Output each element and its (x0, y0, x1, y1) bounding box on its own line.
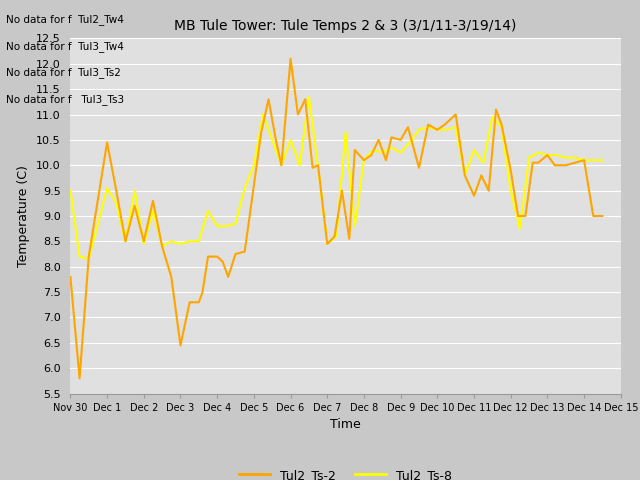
Text: No data for f  Tul2_Tw4: No data for f Tul2_Tw4 (6, 14, 124, 25)
Text: No data for f  Tul3_Ts2: No data for f Tul3_Ts2 (6, 67, 121, 78)
Legend: Tul2_Ts-2, Tul2_Ts-8: Tul2_Ts-2, Tul2_Ts-8 (234, 464, 457, 480)
Y-axis label: Temperature (C): Temperature (C) (17, 165, 30, 267)
Text: No data for f  Tul3_Tw4: No data for f Tul3_Tw4 (6, 41, 124, 52)
Title: MB Tule Tower: Tule Temps 2 & 3 (3/1/11-3/19/14): MB Tule Tower: Tule Temps 2 & 3 (3/1/11-… (175, 19, 516, 33)
Text: No data for f   Tul3_Ts3: No data for f Tul3_Ts3 (6, 94, 125, 105)
X-axis label: Time: Time (330, 418, 361, 431)
